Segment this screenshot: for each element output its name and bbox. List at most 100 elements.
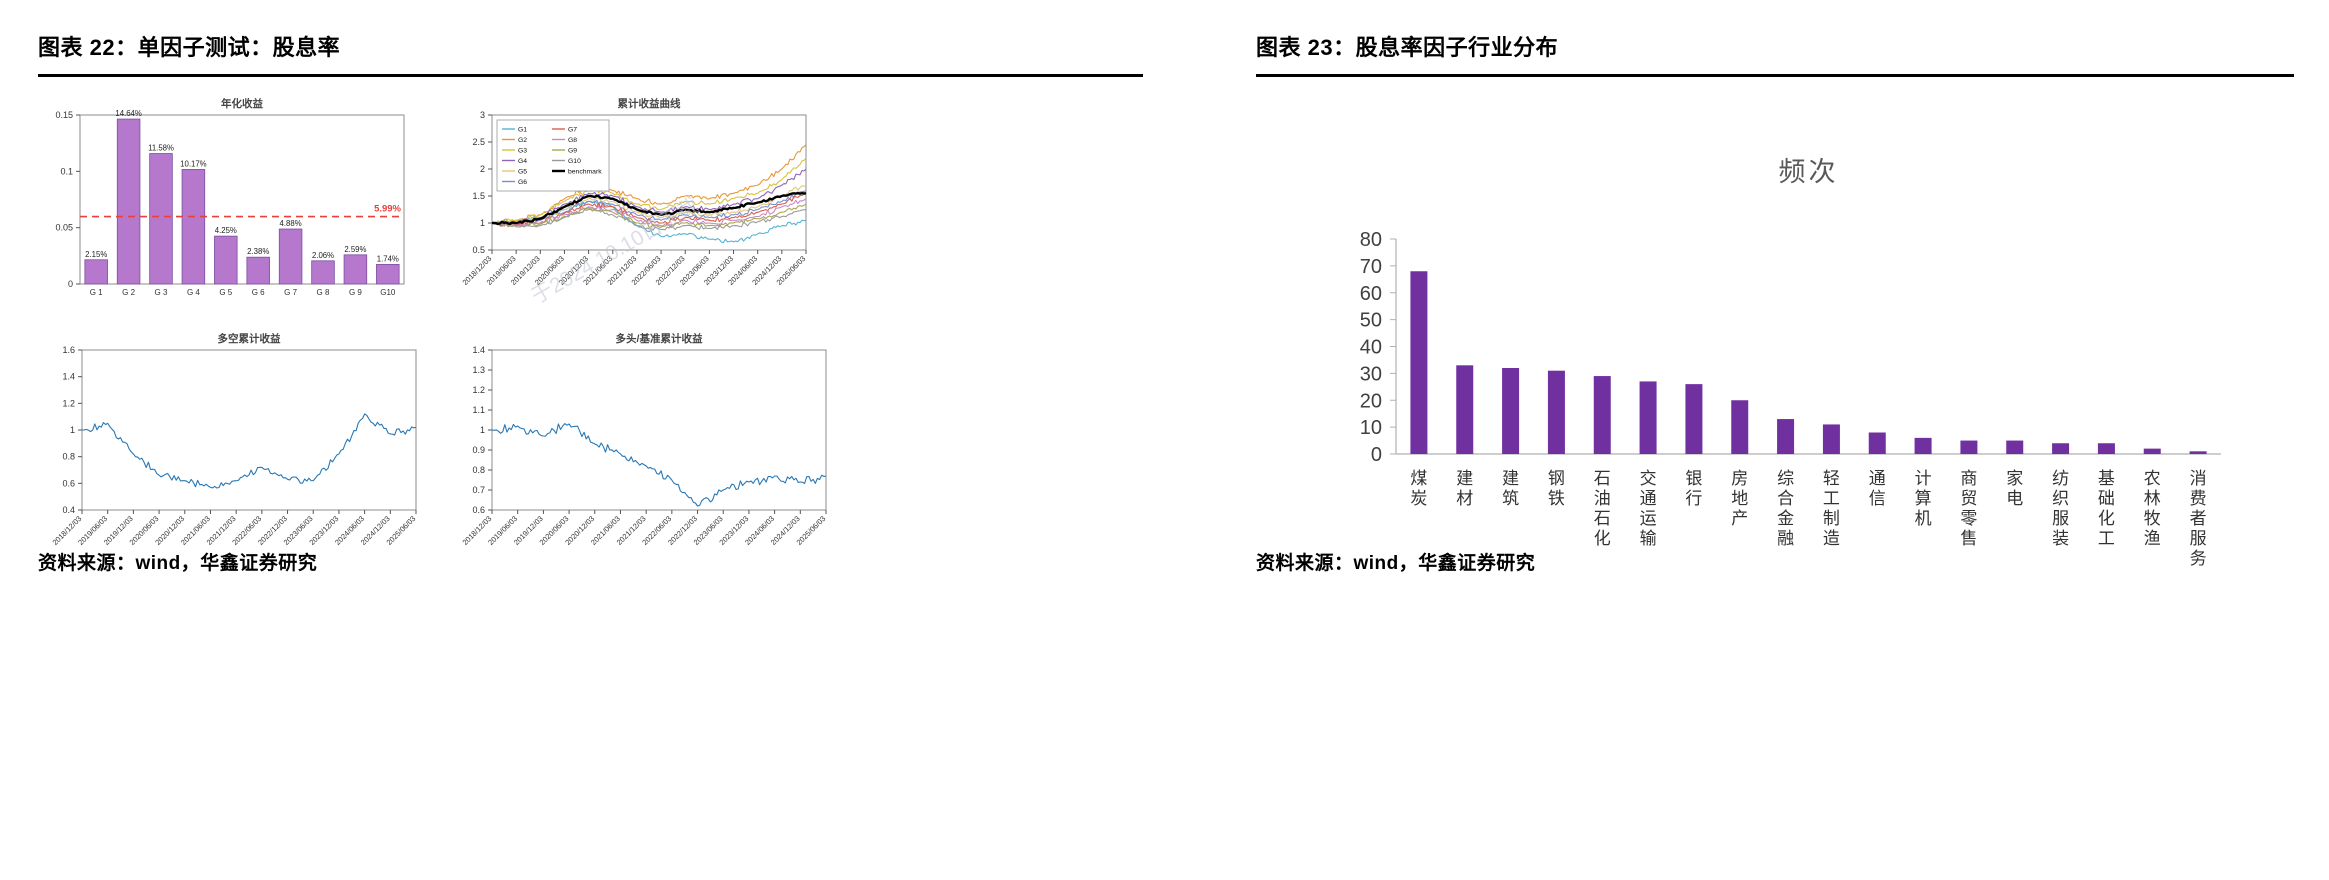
svg-text:房地产: 房地产	[1731, 469, 1748, 528]
svg-text:1: 1	[70, 425, 75, 435]
svg-text:交通运输: 交通运输	[1640, 469, 1657, 548]
svg-text:1.3: 1.3	[472, 365, 485, 375]
svg-text:频次: 频次	[1779, 157, 1839, 187]
svg-text:0.05: 0.05	[55, 223, 73, 233]
svg-text:年化收益: 年化收益	[221, 97, 263, 110]
svg-text:G 3: G 3	[155, 288, 168, 297]
svg-text:G7: G7	[568, 127, 577, 134]
svg-text:4.25%: 4.25%	[215, 226, 237, 235]
svg-text:G 2: G 2	[122, 288, 135, 297]
svg-text:0.8: 0.8	[62, 452, 75, 462]
svg-text:煤炭: 煤炭	[1410, 469, 1427, 508]
svg-text:银行: 银行	[1685, 469, 1702, 508]
svg-text:0.6: 0.6	[472, 505, 485, 515]
svg-text:14.64%: 14.64%	[115, 109, 142, 118]
svg-text:G9: G9	[568, 148, 577, 155]
svg-text:钢铁: 钢铁	[1548, 469, 1565, 508]
svg-text:G 5: G 5	[219, 288, 232, 297]
svg-text:60: 60	[1360, 283, 1382, 305]
svg-text:消费者服务: 消费者服务	[2190, 469, 2207, 568]
figure-22-charts: 年化收益 0 0.05 0.1 0.15 2.15% G 1 14.64% G 2 11.58% G…	[38, 93, 1143, 573]
svg-text:石油石化: 石油石化	[1594, 469, 1611, 548]
svg-text:G8: G8	[568, 137, 577, 144]
svg-text:轻工制造: 轻工制造	[1823, 469, 1840, 548]
figure-23-charts: 频次 0 10 20 30 40 50 60 70 80 煤炭 建材 建筑 钢铁 石油石化 交通运输 银行 房地产…	[1256, 77, 2294, 568]
svg-text:G1: G1	[518, 127, 527, 134]
svg-text:0.15: 0.15	[55, 110, 73, 120]
svg-text:建材: 建材	[1456, 469, 1473, 508]
svg-text:G5: G5	[518, 169, 527, 176]
svg-text:1.1: 1.1	[472, 405, 485, 415]
svg-text:1: 1	[480, 218, 485, 228]
svg-text:0.7: 0.7	[472, 485, 485, 495]
svg-text:0.1: 0.1	[60, 166, 73, 176]
svg-text:0.4: 0.4	[62, 505, 75, 515]
figure-23-source: 资料来源：wind，华鑫证券研究	[1256, 553, 1536, 574]
svg-text:1.5: 1.5	[472, 191, 485, 201]
svg-text:1: 1	[480, 425, 485, 435]
svg-text:80: 80	[1360, 229, 1382, 251]
svg-text:benchmark: benchmark	[568, 169, 602, 176]
cumulative-return-line-chart: 累计收益曲线0.511.522.532018/12/032019/06/0320…	[461, 97, 808, 287]
svg-text:10: 10	[1360, 417, 1382, 439]
svg-text:2.15%: 2.15%	[85, 250, 107, 259]
svg-text:2.5: 2.5	[472, 137, 485, 147]
svg-text:0.9: 0.9	[472, 445, 485, 455]
svg-text:多空累计收益: 多空累计收益	[218, 332, 281, 345]
svg-text:5.99%: 5.99%	[374, 204, 401, 215]
svg-text:G 6: G 6	[252, 288, 265, 297]
svg-text:10.17%: 10.17%	[180, 159, 207, 168]
svg-text:2.38%: 2.38%	[247, 247, 269, 256]
svg-text:1.4: 1.4	[62, 372, 75, 382]
figure-22-source: 资料来源：wind，华鑫证券研究	[38, 553, 318, 574]
figure-23-title: 图表 23：股息率因子行业分布	[1256, 30, 2294, 77]
svg-text:70: 70	[1360, 256, 1382, 278]
figure-23-panel: 图表 23：股息率因子行业分布 频次 0 10 20 30 40 50 60 70 80 煤炭 建材建…	[1256, 30, 2294, 574]
svg-text:3: 3	[480, 110, 485, 120]
svg-text:11.58%: 11.58%	[148, 144, 174, 153]
figure-22-title: 图表 22：单因子测试：股息率	[38, 30, 1143, 77]
svg-text:G2: G2	[518, 137, 527, 144]
svg-text:G 1: G 1	[90, 288, 103, 297]
svg-text:G 7: G 7	[284, 288, 297, 297]
svg-text:40: 40	[1360, 337, 1382, 359]
svg-text:0: 0	[1371, 444, 1382, 466]
svg-text:0.6: 0.6	[62, 478, 75, 488]
svg-text:G 9: G 9	[349, 288, 362, 297]
svg-text:4.88%: 4.88%	[280, 219, 302, 228]
svg-text:1.4: 1.4	[472, 345, 485, 355]
svg-text:G10: G10	[568, 158, 581, 165]
svg-text:G4: G4	[518, 158, 527, 165]
svg-text:家电: 家电	[2006, 469, 2023, 508]
svg-text:多头/基准累计收益: 多头/基准累计收益	[616, 332, 703, 345]
svg-text:1.2: 1.2	[472, 385, 485, 395]
svg-text:基础化工: 基础化工	[2098, 469, 2115, 548]
svg-text:1.2: 1.2	[62, 398, 75, 408]
svg-text:G 8: G 8	[317, 288, 330, 297]
svg-text:商贸零售: 商贸零售	[1960, 469, 1977, 548]
svg-text:G10: G10	[380, 288, 396, 297]
svg-text:纺织服装: 纺织服装	[2052, 469, 2069, 548]
long-short-cumulative-line-chart: 多空累计收益0.40.60.811.21.41.62018/12/032019/…	[51, 332, 418, 547]
annualized-return-bar-chart: 年化收益 0 0.05 0.1 0.15 2.15% G 1 14.64% G 2 11.58% G…	[55, 97, 405, 297]
svg-text:50: 50	[1360, 310, 1382, 332]
figure-22-panel: 图表 22：单因子测试：股息率 年化收益 0 0.05 0.1 0.15 2.15% G 1…	[38, 30, 1143, 574]
svg-text:G 4: G 4	[187, 288, 200, 297]
svg-text:综合金融: 综合金融	[1777, 469, 1794, 548]
svg-text:0.5: 0.5	[472, 245, 485, 255]
svg-text:通信: 通信	[1869, 469, 1886, 508]
svg-text:建筑: 建筑	[1502, 469, 1519, 508]
svg-text:G3: G3	[518, 148, 527, 155]
long-vs-benchmark-line-chart: 多头/基准累计收益0.60.70.80.911.11.21.31.42018/1…	[461, 332, 828, 547]
svg-text:20: 20	[1360, 390, 1382, 412]
svg-text:0.8: 0.8	[472, 465, 485, 475]
svg-text:0: 0	[68, 279, 73, 289]
svg-text:30: 30	[1360, 363, 1382, 385]
svg-text:1.74%: 1.74%	[377, 254, 399, 263]
svg-text:2: 2	[480, 164, 485, 174]
svg-text:计算机: 计算机	[1915, 469, 1932, 528]
svg-text:1.6: 1.6	[62, 345, 75, 355]
svg-text:G6: G6	[518, 179, 527, 186]
